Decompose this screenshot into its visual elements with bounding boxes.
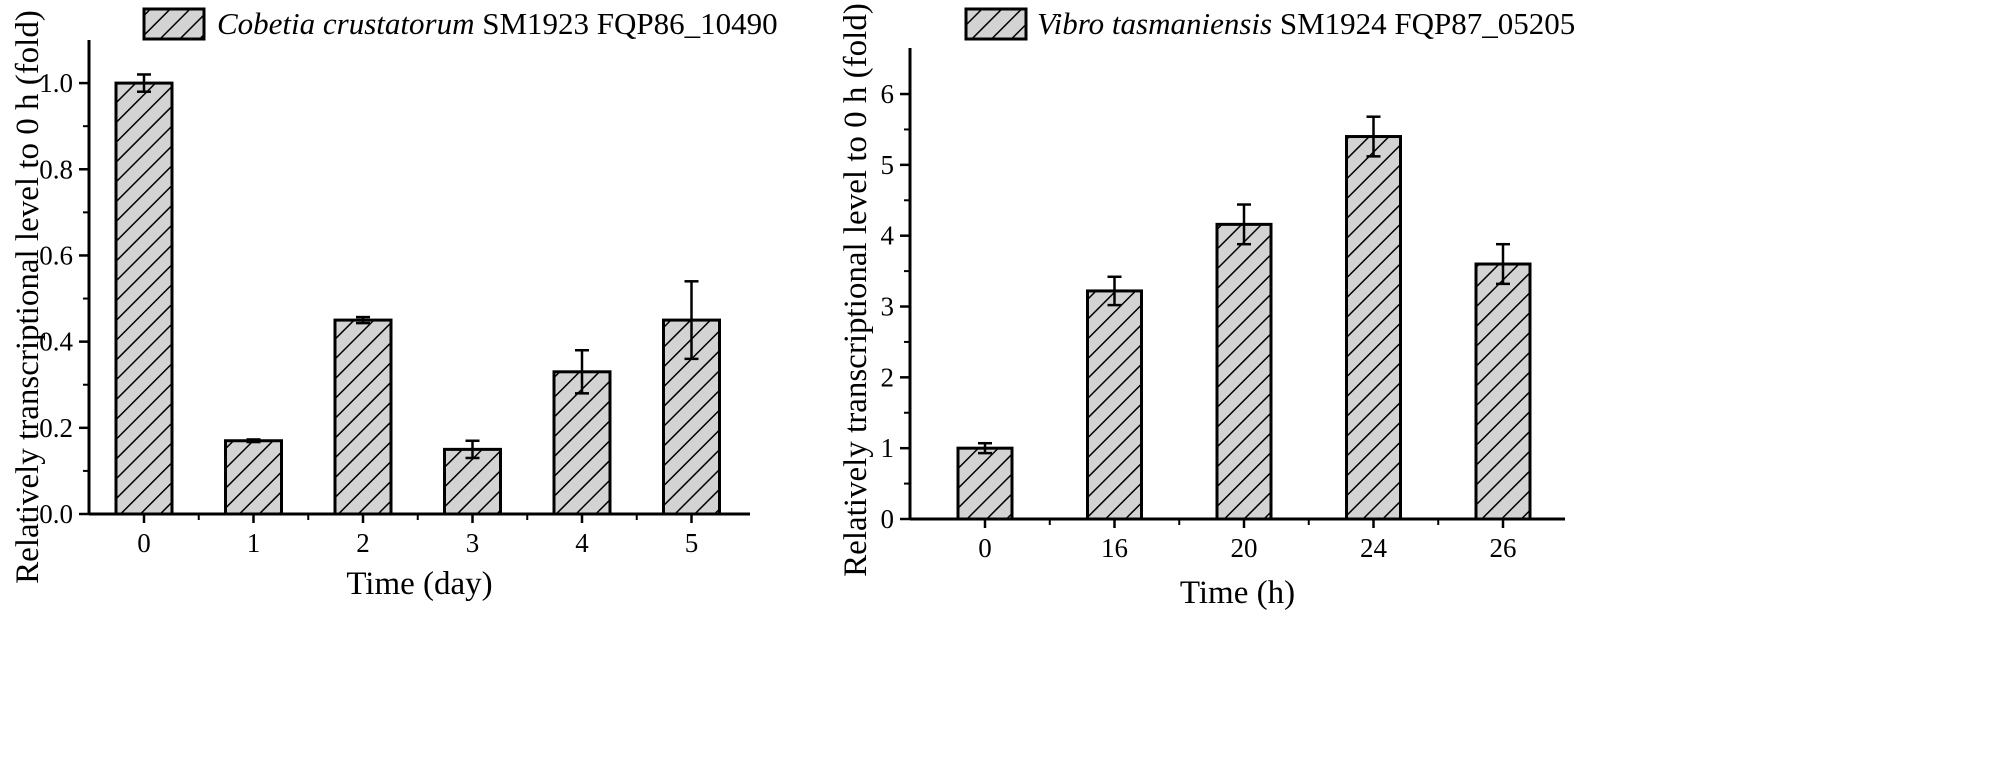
bar	[224, 439, 283, 516]
y-tick-label: 1	[881, 433, 895, 463]
error-bar	[1496, 242, 1510, 286]
y-tick-label: 0.4	[39, 327, 73, 357]
legend: Vibro tasmaniensis SM1924 FQP87_05205	[964, 6, 1575, 41]
x-tick-label: 26	[1490, 533, 1517, 563]
error-bar	[1237, 203, 1251, 246]
y-tick-label: 0.8	[39, 154, 73, 184]
bar	[1086, 289, 1143, 521]
error-bar	[246, 438, 261, 444]
y-tick-label: 4	[881, 221, 895, 251]
x-tick-label: 2	[356, 528, 370, 558]
bar	[1215, 222, 1273, 521]
legend-label: Cobetia crustatorum SM1923 FQP86_10490	[217, 6, 778, 41]
error-bar	[137, 73, 151, 93]
y-tick-label: 0.2	[39, 413, 73, 443]
y-axis-title: Relatively transcriptional level to 0 h …	[10, 10, 46, 584]
legend-swatch	[142, 7, 206, 41]
y-tick-label: 6	[881, 79, 895, 109]
error-bar	[575, 349, 589, 395]
y-tick-label: 5	[881, 150, 895, 180]
error-bar	[1107, 275, 1122, 307]
error-bar	[356, 315, 370, 325]
legend-label: Vibro tasmaniensis SM1924 FQP87_05205	[1037, 6, 1575, 41]
x-tick-label: 0	[978, 533, 992, 563]
x-tick-label: 5	[685, 528, 699, 558]
chart-left: 0.0 0.2 0.4 0.6 0.8 1.0 0 1 2 3 4 5 Time (day) Relati…	[10, 6, 778, 602]
bar	[1474, 262, 1532, 521]
error-bar	[684, 280, 699, 361]
y-axis-title: Relatively transcriptional level to 0 h …	[838, 3, 874, 577]
y-tick-label: 0.6	[39, 240, 73, 270]
bar	[333, 318, 393, 516]
y-tick-label: 0	[881, 504, 895, 534]
x-tick-label: 3	[466, 528, 480, 558]
legend-species: Vibro tasmaniensis	[1037, 6, 1272, 41]
legend: Cobetia crustatorum SM1923 FQP86_10490	[142, 6, 778, 41]
y-tick-label: 3	[881, 292, 895, 322]
x-axis-title: Time (day)	[346, 566, 492, 602]
x-tick-label: 4	[575, 528, 589, 558]
legend-strain: SM1924 FQP87_05205	[1272, 6, 1575, 41]
x-axis-title: Time (h)	[1180, 575, 1295, 611]
bar	[1345, 135, 1402, 521]
legend-swatch	[964, 7, 1028, 41]
y-tick-label: 1.0	[39, 68, 73, 98]
x-tick-label: 1	[247, 528, 261, 558]
y-tick-label: 0.0	[39, 499, 73, 529]
error-bar	[1366, 115, 1381, 158]
y-tick-label: 2	[881, 362, 895, 392]
error-bar	[978, 441, 992, 455]
x-tick-label: 16	[1101, 533, 1128, 563]
bar	[956, 446, 1014, 521]
chart-right: 0 1 2 3 4 5 6 0 16 20 24 26 Time (h) Relatively trans…	[838, 3, 1575, 611]
error-bar	[465, 439, 480, 460]
x-tick-label: 24	[1360, 533, 1388, 563]
legend-strain: SM1923 FQP86_10490	[474, 6, 777, 41]
bar	[114, 81, 174, 516]
legend-species: Cobetia crustatorum	[217, 6, 474, 41]
x-tick-label: 0	[137, 528, 151, 558]
x-tick-label: 20	[1231, 533, 1258, 563]
